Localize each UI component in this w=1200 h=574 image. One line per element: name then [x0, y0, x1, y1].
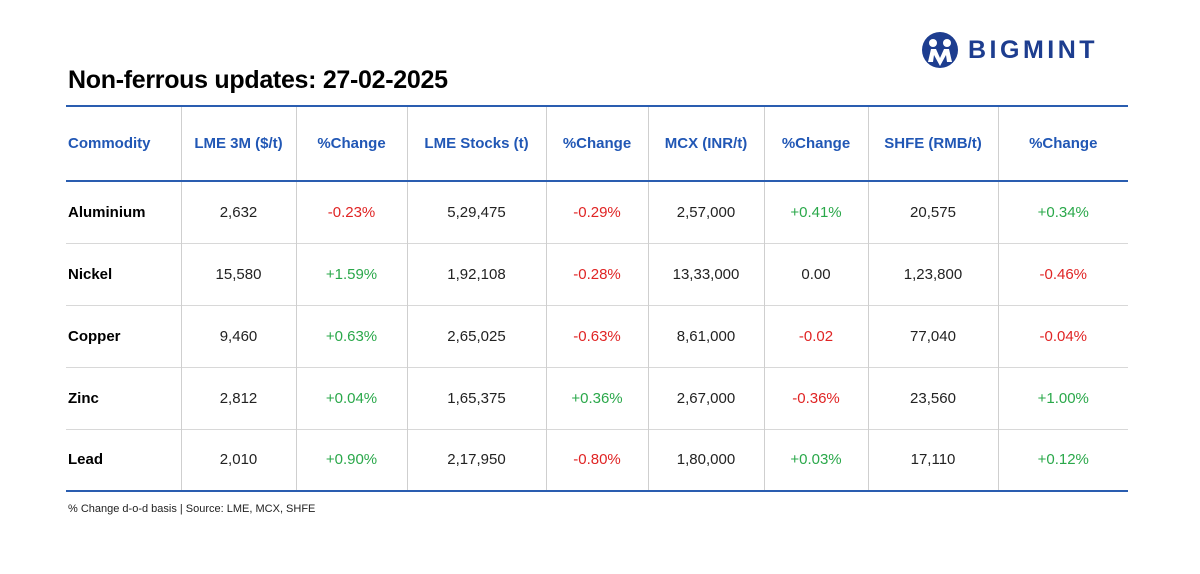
- value-cell: 20,575: [867, 181, 998, 243]
- value-cell: 1,92,108: [406, 243, 546, 305]
- header-row: Commodity LME 3M ($/t) %Change LME Stocks (…: [66, 106, 1128, 181]
- value-cell: 2,57,000: [647, 181, 764, 243]
- value-cell: +0.63%: [295, 305, 407, 367]
- value-cell: -0.36%: [763, 367, 868, 429]
- value-cell: -0.63%: [545, 305, 648, 367]
- value-cell: 1,23,800: [867, 243, 998, 305]
- value-cell: 8,61,000: [647, 305, 764, 367]
- header-cell: LME 3M ($/t): [180, 106, 296, 181]
- header-cell: MCX (INR/t): [647, 106, 764, 181]
- commodity-cell: Copper: [68, 327, 121, 345]
- logo: BIGMINT: [920, 30, 1098, 70]
- value-cell: -0.28%: [545, 243, 648, 305]
- value-cell: +1.59%: [295, 243, 407, 305]
- header-cell: SHFE (RMB/t): [867, 106, 998, 181]
- value-cell: 15,580: [180, 243, 296, 305]
- table-row: Nickel 15,580 +1.59% 1,92,108 -0.28% 13,33,00…: [66, 243, 1128, 305]
- header-cell: %Change: [763, 106, 868, 181]
- value-cell: 0.00: [763, 243, 868, 305]
- value-cell: 2,17,950: [406, 429, 546, 491]
- value-cell: -0.04%: [997, 305, 1128, 367]
- title: Non-ferrous updates: 27-02-2025: [68, 66, 448, 94]
- value-cell: +0.04%: [295, 367, 407, 429]
- commodity-cell: Nickel: [68, 265, 113, 283]
- value-cell: +0.90%: [295, 429, 407, 491]
- value-cell: -0.02: [763, 305, 868, 367]
- value-cell: +0.03%: [763, 429, 868, 491]
- value-cell: 1,80,000: [647, 429, 764, 491]
- value-cell: +0.12%: [997, 429, 1128, 491]
- value-cell: 1,65,375: [406, 367, 546, 429]
- data-table: Commodity LME 3M ($/t) %Change LME Stocks (…: [66, 105, 1128, 492]
- value-cell: -0.80%: [545, 429, 648, 491]
- value-cell: 17,110: [867, 429, 998, 491]
- footnote: % Change d-o-d basis | Source: LME, MCX,…: [68, 503, 316, 515]
- commodity-cell: Aluminium: [68, 203, 146, 221]
- value-cell: 23,560: [867, 367, 998, 429]
- value-cell: +1.00%: [997, 367, 1128, 429]
- logo-text: BIGMINT: [968, 35, 1099, 64]
- header-cell: Commodity: [68, 135, 151, 152]
- header-cell: %Change: [295, 106, 407, 181]
- value-cell: -0.46%: [997, 243, 1128, 305]
- value-cell: 2,010: [180, 429, 296, 491]
- value-cell: +0.34%: [997, 181, 1128, 243]
- logo-icon: [922, 32, 958, 68]
- value-cell: -0.29%: [545, 181, 648, 243]
- header-cell: %Change: [997, 106, 1128, 181]
- table-row: Lead 2,010 +0.90% 2,17,950 -0.80% 1,80,000 +0.…: [66, 429, 1128, 491]
- commodity-cell: Lead: [68, 451, 104, 469]
- value-cell: +0.41%: [763, 181, 868, 243]
- value-cell: 77,040: [867, 305, 998, 367]
- value-cell: 2,67,000: [647, 367, 764, 429]
- value-cell: 2,65,025: [406, 305, 546, 367]
- commodity-cell: Zinc: [68, 389, 99, 407]
- value-cell: 5,29,475: [406, 181, 546, 243]
- header-cell: LME Stocks (t): [406, 106, 546, 181]
- value-cell: 13,33,000: [647, 243, 764, 305]
- value-cell: +0.36%: [545, 367, 648, 429]
- value-cell: 9,460: [180, 305, 296, 367]
- table-row: Aluminium 2,632 -0.23% 5,29,475 -0.29% 2,57,0…: [66, 181, 1128, 243]
- value-cell: -0.23%: [295, 181, 407, 243]
- header-cell: %Change: [545, 106, 648, 181]
- value-cell: 2,812: [180, 367, 296, 429]
- value-cell: 2,632: [180, 181, 296, 243]
- table-row: Zinc 2,812 +0.04% 1,65,375 +0.36% 2,67,000 -0.…: [66, 367, 1128, 429]
- table-row: Copper 9,460 +0.63% 2,65,025 -0.63% 8,61,000-…: [66, 305, 1128, 367]
